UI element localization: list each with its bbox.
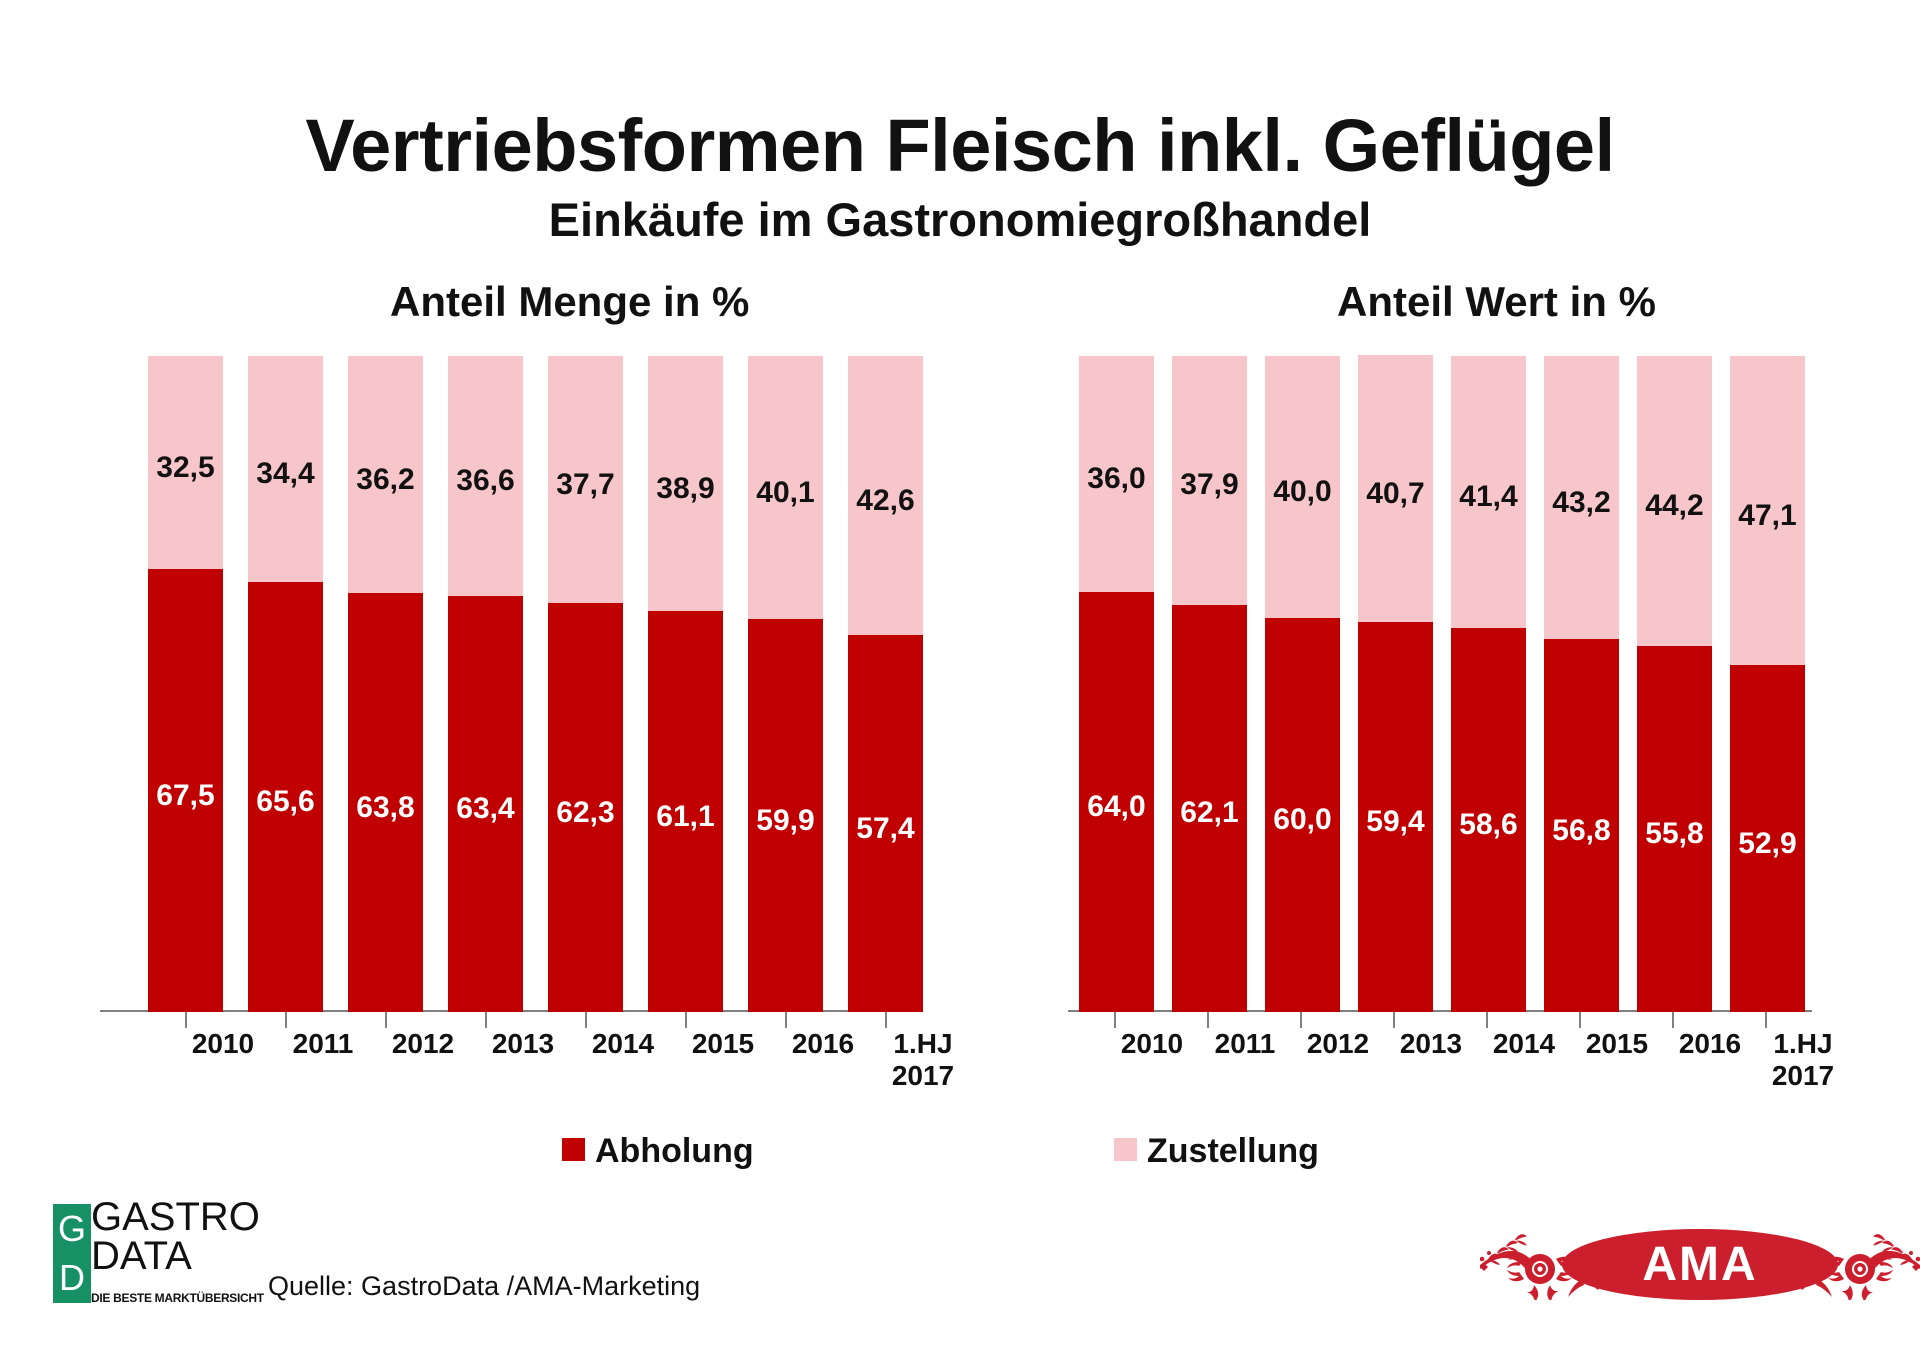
svg-text:AMA: AMA bbox=[1642, 1238, 1757, 1291]
